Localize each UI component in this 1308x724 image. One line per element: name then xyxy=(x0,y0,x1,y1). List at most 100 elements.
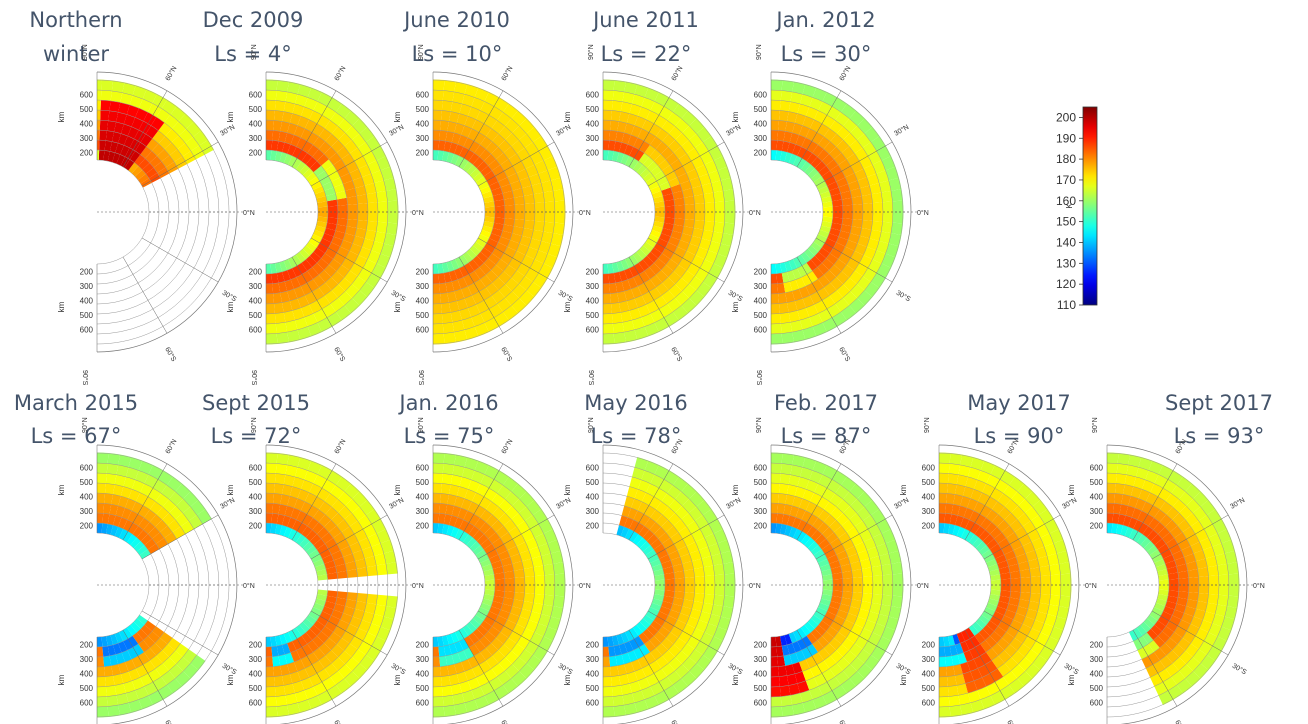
temperature-cell xyxy=(779,99,791,112)
temperature-cell xyxy=(639,167,651,179)
temperature-cell xyxy=(618,111,630,124)
temperature-cell xyxy=(771,89,782,101)
temperature-cell xyxy=(316,243,329,254)
temperature-cell xyxy=(488,531,501,544)
temperature-cell xyxy=(662,193,675,202)
temperature-cell xyxy=(121,507,132,520)
temperature-cell xyxy=(377,212,389,223)
grid-radial xyxy=(964,629,1010,707)
temperature-cell xyxy=(787,141,796,154)
temperature-cell xyxy=(1178,585,1190,593)
temperature-cell xyxy=(1040,585,1052,595)
temperature-cell xyxy=(658,531,671,544)
temperature-cell xyxy=(631,286,643,299)
grid-radial xyxy=(458,90,504,168)
temperature-cell xyxy=(695,619,709,633)
temperature-cell xyxy=(781,453,795,465)
temperature-cell xyxy=(829,601,842,610)
temperature-cell xyxy=(622,91,635,104)
temperature-cell xyxy=(452,693,465,706)
temperature-cell xyxy=(376,563,389,576)
temperature-cell xyxy=(492,193,505,202)
temperature-cell xyxy=(723,561,735,575)
temperature-cell xyxy=(438,646,446,658)
temperature-cell xyxy=(788,632,798,644)
temperature-cell xyxy=(804,248,816,260)
altitude-tick-lower: 200 xyxy=(80,267,94,276)
temperature-cell xyxy=(538,240,552,254)
temperature-cell xyxy=(683,592,696,602)
temperature-cell xyxy=(689,235,703,248)
temperature-cell xyxy=(541,604,554,617)
temperature-cell xyxy=(818,558,830,568)
temperature-cell xyxy=(788,310,801,323)
temperature-cell xyxy=(807,140,819,154)
grid-radial xyxy=(310,141,388,187)
temperature-cell xyxy=(836,609,849,620)
temperature-cell xyxy=(642,241,655,253)
temperature-cell xyxy=(621,279,632,292)
temperature-cell xyxy=(133,513,145,527)
temperature-cell xyxy=(443,80,457,92)
temperature-cell xyxy=(343,233,356,244)
temperature-cell xyxy=(136,529,149,542)
temperature-cell xyxy=(879,553,892,566)
temperature-cell xyxy=(859,185,872,197)
temperature-cell xyxy=(871,565,884,577)
temperature-cell xyxy=(438,139,446,151)
temperature-cell xyxy=(367,212,379,222)
temperature-cell xyxy=(790,91,803,104)
temperature-cell xyxy=(804,537,816,549)
temperature-cell xyxy=(511,671,527,687)
latitude-label: 90°S xyxy=(587,370,595,386)
temperature-cell xyxy=(1000,578,1012,585)
temperature-cell xyxy=(469,140,481,154)
temperature-cell xyxy=(441,312,453,325)
temperature-cell xyxy=(788,153,798,165)
temperature-cell xyxy=(672,597,685,607)
temperature-cell xyxy=(674,165,687,178)
temperature-cell xyxy=(541,231,554,244)
temperature-cell xyxy=(1141,656,1154,669)
temperature-cell xyxy=(836,177,849,188)
temperature-cell xyxy=(677,172,690,184)
temperature-cell xyxy=(677,545,690,557)
temperature-cell xyxy=(797,265,808,278)
temperature-cell xyxy=(498,609,511,620)
temperature-cell xyxy=(312,148,325,162)
temperature-cell xyxy=(451,279,462,292)
temperature-cell xyxy=(97,119,101,131)
temperature-cell xyxy=(1143,540,1155,552)
temperature-cell xyxy=(147,526,161,539)
temperature-cell xyxy=(829,164,843,176)
temperature-cell xyxy=(603,313,613,325)
temperature-cell xyxy=(486,611,499,622)
temperature-cell xyxy=(337,204,349,212)
temperature-cell xyxy=(1025,608,1039,621)
temperature-cell xyxy=(1178,577,1190,585)
temperature-cell xyxy=(603,263,609,275)
km-label-upper: km xyxy=(1067,484,1076,495)
altitude-tick-upper: 200 xyxy=(416,149,430,158)
temperature-cell xyxy=(607,149,614,161)
temperature-cell xyxy=(138,158,151,170)
altitude-tick-lower: 300 xyxy=(249,282,263,291)
temperature-cell xyxy=(872,212,884,222)
temperature-cell xyxy=(316,195,328,203)
temperature-cell xyxy=(514,576,526,585)
temperature-cell xyxy=(309,533,322,546)
temperature-cell xyxy=(544,201,556,212)
altitude-tick-lower: 300 xyxy=(416,282,430,291)
temperature-cell xyxy=(519,118,535,134)
temperature-cell xyxy=(1208,575,1220,585)
temperature-cell xyxy=(276,513,285,526)
temperature-cell xyxy=(110,633,119,646)
temperature-cell xyxy=(1157,568,1169,576)
temperature-cell xyxy=(945,655,954,668)
temperature-cell xyxy=(454,289,465,302)
temperature-cell xyxy=(519,549,533,562)
temperature-cell xyxy=(771,273,778,285)
latitude-label: 60°N xyxy=(164,438,179,456)
temperature-cell xyxy=(807,167,819,179)
temperature-cell xyxy=(305,628,318,641)
